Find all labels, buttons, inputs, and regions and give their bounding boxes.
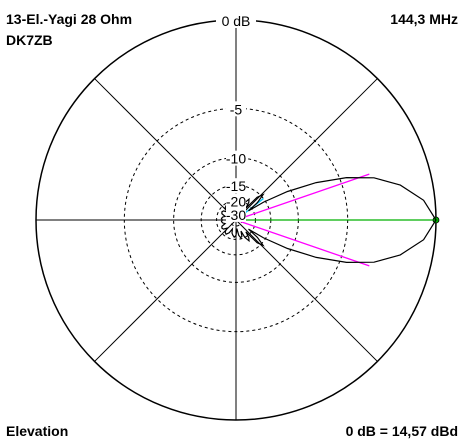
tick-label-2: -10 xyxy=(226,151,246,167)
tick-label-1: -5 xyxy=(230,101,243,117)
tick-label-0: 0 dB xyxy=(222,13,251,29)
tick-label-bg-3 xyxy=(226,178,246,194)
tick-label-bg-1 xyxy=(226,101,246,117)
radial-tick-labels: 0 dB -5 -10 -15-20-30 xyxy=(216,13,256,223)
frequency-label: 144,3 MHz xyxy=(390,11,458,27)
direction-lines xyxy=(235,173,440,267)
tick-label-4: -20 xyxy=(226,194,246,210)
tick-label-5: -30 xyxy=(226,207,246,223)
chart-title: 13-El.-Yagi 28 Ohm xyxy=(6,11,132,27)
chart-subtitle: DK7ZB xyxy=(6,32,53,48)
marker-line-1 xyxy=(235,173,370,221)
marker-line-2 xyxy=(235,219,370,267)
reference-label: 0 dB = 14,57 dBd xyxy=(346,423,458,439)
tick-label-bg-0 xyxy=(216,13,256,28)
tick-label-bg-2 xyxy=(226,150,246,166)
tick-label-3: -15 xyxy=(226,178,246,194)
tick-label-bg-4 xyxy=(226,193,246,209)
plane-label: Elevation xyxy=(6,423,68,439)
tick-label-bg-5 xyxy=(226,206,246,222)
